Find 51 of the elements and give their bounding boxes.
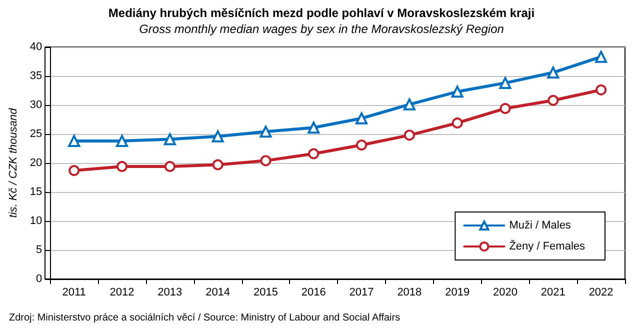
point [356,140,368,151]
y-tick-label: 5 [36,244,42,256]
legend-label: Muži / Males [509,220,572,232]
y-tick-label: 35 [30,70,42,82]
x-tick-label: 2014 [206,286,230,298]
y-axis-title: tis. Kč / CZK thousand [8,107,20,218]
x-tick-label: 2021 [540,286,566,298]
point [403,98,416,110]
x-tick-label: 2015 [253,286,278,298]
x-tick-label: 2019 [445,286,470,298]
point [260,126,272,138]
point [596,84,607,96]
point [68,134,80,147]
x-tick-label: 2011 [62,286,86,298]
y-tick-label: 30 [30,99,42,111]
x-tick-label: 2022 [588,286,614,298]
y-tick-label: 0 [36,273,42,285]
point [116,160,128,172]
point [499,76,512,89]
x-tick-label: 2017 [349,286,374,298]
x-tick-label: 2020 [492,286,518,298]
point [500,102,511,114]
point [308,148,320,160]
text: Zdroj: Ministerstvo práce a sociálních věcí / Source: Ministry of Labour and Social Affairs [9,312,400,324]
point [308,122,320,134]
point [548,94,559,106]
point [164,133,176,146]
point [212,130,224,142]
point [356,112,368,124]
y-tick-label: 20 [30,157,42,169]
point [452,117,463,128]
point [404,130,415,141]
point [68,165,80,176]
x-tick-label: 2018 [397,286,422,298]
y-tick-label: 15 [30,186,42,198]
point [595,50,608,63]
point [451,86,464,98]
point [260,155,272,166]
chart-subtitle: Gross monthly median wages by sex in the Moravskoslezský Region [139,22,504,36]
point [164,160,176,172]
y-tick-label: 10 [30,215,42,227]
x-tick-label: 2016 [301,286,326,298]
legend-label: Ženy / Females [509,240,586,252]
chart-title: Mediány hrubých měsíčních mezd podle pohlaví v Moravskoslezském kraji [108,6,535,20]
point [212,159,224,170]
x-tick-label: 2013 [158,286,182,298]
y-tick-label: 40 [30,41,42,53]
x-tick-label: 2012 [110,286,134,298]
y-tick-label: 25 [30,128,42,140]
point [547,66,560,79]
point [116,134,128,147]
